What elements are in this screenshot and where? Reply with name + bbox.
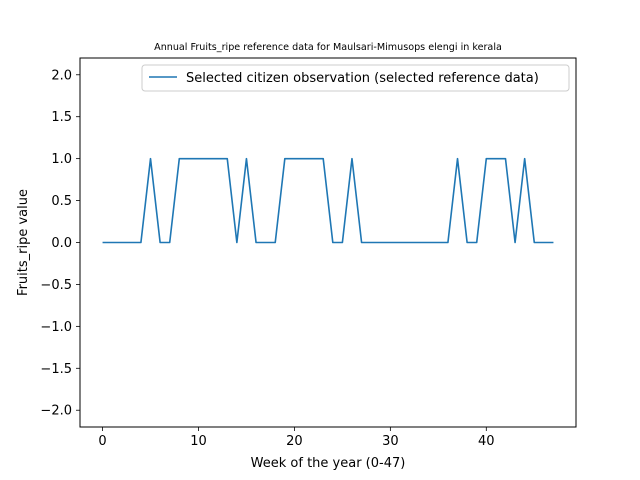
chart-title: Annual Fruits_ripe reference data for Ma… (154, 42, 502, 53)
plot-frame (79, 57, 577, 428)
legend-label: Selected citizen observation (selected r… (186, 71, 539, 86)
y-tick-label: 1.5 (51, 110, 72, 125)
x-tick-label: 40 (478, 434, 495, 449)
y-tick-label: −0.5 (40, 278, 72, 293)
series-line-0 (102, 157, 554, 244)
legend: Selected citizen observation (selected r… (141, 64, 570, 92)
y-tick-label: 0.0 (51, 236, 72, 251)
x-tick-label: 30 (382, 434, 399, 449)
legend-box (141, 64, 570, 92)
x-tick-label: 10 (190, 434, 207, 449)
y-tick-label: −1.0 (40, 320, 72, 335)
x-axis-label: Week of the year (0-47) (251, 456, 406, 471)
x-tick-label: 0 (98, 434, 106, 449)
y-tick-label: 0.5 (51, 194, 72, 209)
y-tick-label: −1.5 (40, 362, 72, 377)
y-tick-label: 1.0 (51, 152, 72, 167)
y-axis-label: Fruits_ripe value (16, 189, 31, 296)
y-tick-label: 2.0 (51, 68, 72, 83)
x-tick-label: 20 (286, 434, 303, 449)
y-tick-label: −2.0 (40, 404, 72, 419)
